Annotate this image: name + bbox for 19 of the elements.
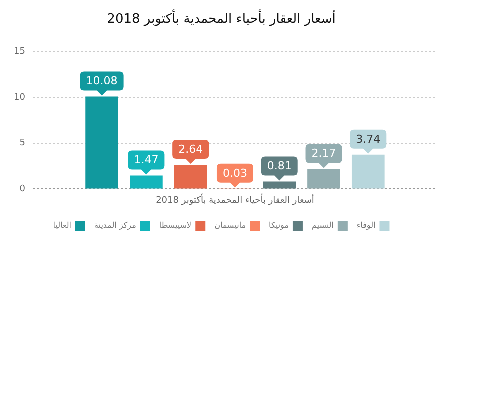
data-label: 0.81 bbox=[267, 160, 292, 173]
legend-label: النسيم bbox=[312, 221, 334, 230]
y-tick-label: 5 bbox=[20, 138, 26, 149]
data-label: 3.74 bbox=[356, 132, 381, 146]
chart-title: أسعار العقار بأحياء المحمدية بأكتوبر 2018 bbox=[107, 9, 336, 28]
legend-label: الوفاء bbox=[356, 221, 376, 230]
legend-label: لاسييسطا bbox=[159, 221, 192, 230]
y-tick-label: 15 bbox=[14, 46, 26, 57]
data-label: 2.17 bbox=[312, 147, 336, 160]
data-label: 0.03 bbox=[222, 166, 248, 180]
legend-label: مركز المدينة bbox=[94, 221, 136, 230]
legend-label: مانيسمان bbox=[214, 221, 246, 230]
y-tick-label: 0 bbox=[20, 184, 26, 195]
legend-label: مونيكا bbox=[269, 221, 289, 230]
legend-label: العاليا bbox=[53, 221, 72, 230]
data-label: 10.08 bbox=[86, 74, 118, 88]
data-label: 2.64 bbox=[178, 142, 204, 156]
data-label: 1.47 bbox=[134, 154, 159, 167]
y-tick-label: 10 bbox=[14, 92, 26, 103]
